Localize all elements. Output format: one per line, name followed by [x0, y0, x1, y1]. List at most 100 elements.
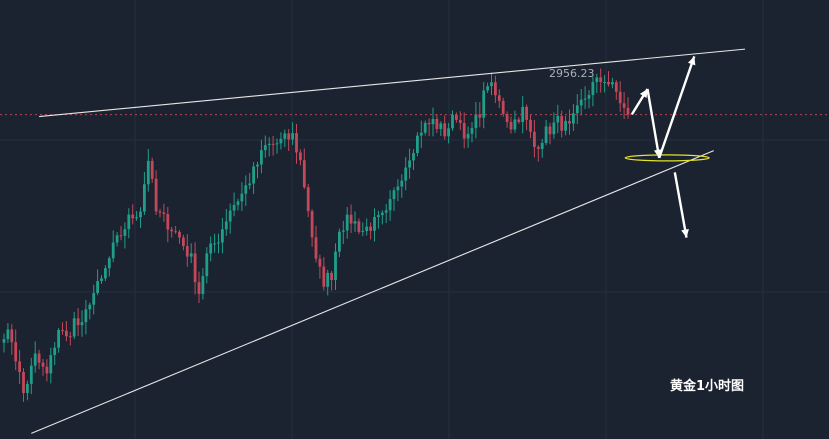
candle	[107, 256, 111, 277]
candle	[143, 171, 146, 216]
candle	[22, 368, 25, 402]
candle	[536, 145, 540, 162]
candle	[478, 102, 482, 128]
candle	[314, 225, 318, 263]
candle	[458, 111, 462, 130]
candle	[287, 129, 291, 152]
candle	[466, 126, 470, 148]
forecast-arrow	[646, 88, 662, 159]
candle	[123, 222, 127, 249]
candle	[517, 117, 521, 124]
candle	[217, 233, 220, 254]
candle	[595, 73, 599, 94]
candle	[299, 149, 302, 166]
candle	[525, 104, 528, 131]
candle	[111, 230, 115, 263]
candle	[283, 129, 287, 148]
candle	[131, 204, 135, 225]
candle	[228, 203, 232, 234]
candle	[53, 341, 57, 366]
candle	[482, 82, 486, 129]
candle	[416, 132, 419, 157]
candle	[263, 135, 267, 158]
candle	[583, 86, 587, 109]
candle	[88, 302, 92, 320]
candle	[470, 122, 474, 143]
candle	[72, 311, 76, 340]
candle	[96, 269, 99, 296]
candle	[396, 179, 400, 202]
candle	[490, 72, 493, 96]
candle	[76, 308, 80, 336]
candle	[193, 242, 197, 295]
candle	[310, 209, 314, 247]
candle	[37, 349, 41, 370]
candle	[353, 211, 357, 232]
candle	[540, 138, 544, 158]
candle	[150, 157, 154, 183]
chart-caption: 黄金1小时图	[670, 379, 745, 394]
candle	[607, 71, 610, 87]
candle	[29, 357, 33, 395]
candle	[252, 162, 255, 194]
candle	[104, 265, 107, 282]
candle	[291, 122, 294, 145]
candle	[369, 222, 372, 240]
candle	[408, 148, 411, 179]
candle	[84, 300, 88, 335]
candle	[419, 120, 423, 148]
candle	[380, 210, 384, 225]
candle	[400, 174, 404, 198]
candle	[334, 243, 337, 290]
candle	[224, 208, 228, 236]
candle	[501, 97, 505, 117]
candle	[302, 148, 306, 190]
candle	[447, 122, 450, 144]
candle	[572, 104, 575, 131]
candle	[575, 94, 579, 124]
candle	[435, 114, 439, 134]
candle	[373, 208, 376, 242]
candle	[182, 234, 185, 251]
candle	[404, 157, 408, 191]
candle	[135, 210, 138, 221]
candle	[384, 204, 388, 224]
candle	[579, 89, 583, 116]
candle	[306, 183, 310, 218]
candle	[451, 110, 454, 131]
candle	[622, 92, 626, 120]
forecast-arrow	[658, 55, 696, 159]
candle	[548, 122, 552, 145]
candle	[170, 226, 174, 238]
candle	[201, 268, 205, 300]
candle	[178, 230, 181, 244]
candle	[260, 139, 263, 174]
candle	[174, 226, 177, 234]
candle	[533, 120, 536, 158]
candle	[474, 101, 478, 139]
candle	[412, 149, 415, 171]
candle	[275, 138, 279, 154]
candle	[61, 322, 64, 335]
candle	[497, 89, 501, 109]
candle	[455, 112, 458, 123]
candles	[2, 68, 630, 402]
candle	[256, 161, 259, 179]
candle	[603, 75, 606, 93]
candle	[377, 210, 380, 229]
candle	[146, 148, 150, 192]
candle	[599, 68, 603, 93]
target-ellipse	[624, 154, 710, 162]
high-price-label: 2956.23	[549, 67, 595, 80]
candle	[189, 243, 193, 264]
forecast-arrows	[630, 55, 696, 238]
candle	[626, 97, 630, 119]
candle	[68, 331, 72, 346]
candle	[330, 270, 333, 291]
candle	[45, 359, 49, 382]
candle	[552, 112, 556, 139]
candle	[92, 284, 96, 315]
candle	[139, 207, 142, 228]
candle	[505, 111, 509, 128]
